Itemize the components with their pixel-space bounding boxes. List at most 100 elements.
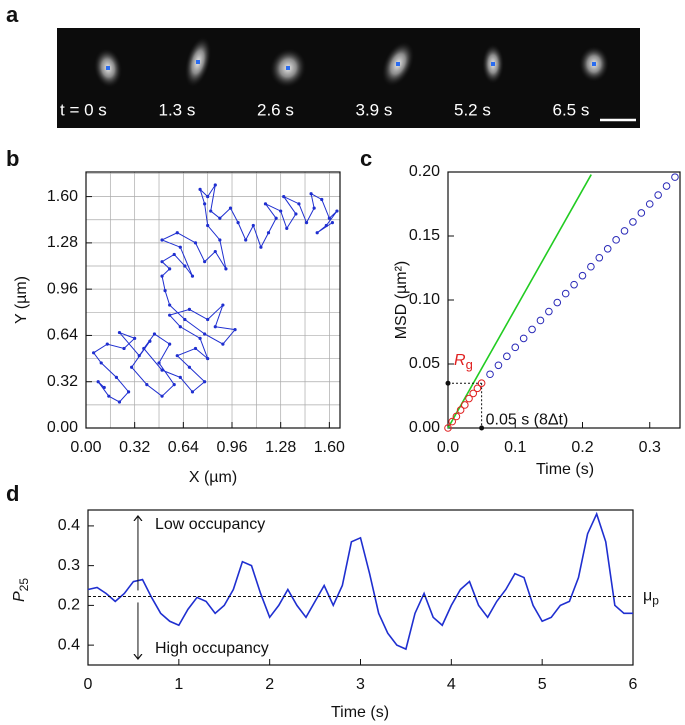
- data-point: [561, 289, 570, 298]
- x-tick-label: 4: [447, 676, 456, 693]
- data-point: [213, 183, 217, 187]
- x-tick-label: 0.00: [70, 439, 101, 456]
- data-point: [203, 202, 207, 206]
- data-point: [178, 325, 182, 329]
- data-point: [494, 361, 503, 370]
- data-point: [130, 365, 134, 369]
- y-tick-label: 0.00: [409, 419, 440, 436]
- lower-label: High occupancy: [155, 640, 269, 657]
- data-point: [152, 332, 157, 336]
- data-point: [324, 223, 328, 228]
- data-point: [221, 342, 225, 346]
- data-point: [304, 221, 309, 225]
- frame-label: 2.6 s: [257, 100, 294, 119]
- data-point: [193, 241, 198, 245]
- data-point: [327, 216, 331, 220]
- data-point: [187, 307, 192, 312]
- data-point: [444, 424, 452, 432]
- data-point: [320, 197, 324, 202]
- x-tick-label: 2: [265, 676, 274, 693]
- data-point: [168, 313, 172, 317]
- data-point: [218, 238, 222, 242]
- y-tick-label: 0.3: [58, 557, 80, 574]
- data-point: [587, 262, 595, 271]
- data-point: [448, 417, 457, 426]
- rg-sub: g: [466, 358, 473, 373]
- data-point: [178, 375, 182, 379]
- marker-label: 0.05 s (8Δt): [486, 411, 569, 428]
- data-point: [309, 192, 313, 196]
- frame-label: 3.9 s: [356, 100, 393, 119]
- y-tick-label: 0.2: [58, 597, 80, 614]
- image-strip: [57, 28, 640, 128]
- frame-label: 6.5 s: [553, 100, 590, 119]
- panel-label: c: [360, 146, 372, 171]
- data-point: [461, 401, 469, 409]
- data-point: [335, 209, 339, 213]
- panel-label: b: [6, 146, 19, 171]
- data-point: [99, 361, 103, 365]
- data-point: [282, 194, 286, 199]
- data-point: [315, 231, 319, 235]
- center-dot: [491, 62, 495, 66]
- data-point: [221, 303, 225, 307]
- frame-label: t = 0 s: [60, 100, 107, 119]
- data-point: [553, 298, 562, 307]
- data-point: [452, 412, 461, 421]
- data-point: [224, 267, 228, 271]
- x-tick-label: 0.0: [437, 439, 459, 456]
- data-point: [266, 231, 271, 235]
- y-axis-title-main: P: [11, 591, 28, 602]
- x-tick-label: 1: [174, 676, 183, 693]
- x-tick-label: 1.60: [314, 439, 345, 456]
- series-line: [92, 184, 338, 403]
- data-point: [236, 221, 240, 225]
- x-axis-title: Time (s): [536, 461, 594, 478]
- y-axis-title: MSD (µm²): [393, 261, 410, 340]
- data-point: [117, 400, 122, 404]
- y-axis-title: Y (µm): [13, 276, 30, 324]
- data-point: [279, 209, 283, 213]
- data-point: [263, 202, 268, 206]
- center-dot: [396, 62, 400, 66]
- x-tick-label: 1.28: [265, 439, 296, 456]
- data-point: [251, 223, 255, 228]
- data-point: [183, 264, 187, 268]
- data-point: [645, 200, 654, 208]
- data-point: [244, 238, 248, 242]
- mean-main: μ: [643, 588, 652, 605]
- data-point: [107, 394, 111, 398]
- y-tick-label: 0.05: [409, 355, 440, 372]
- data-point: [312, 206, 316, 210]
- data-point: [536, 316, 545, 325]
- guide-dot: [479, 425, 485, 431]
- data-point: [178, 245, 182, 249]
- data-point: [629, 218, 637, 226]
- data-point: [203, 380, 207, 384]
- x-tick-label: 0: [84, 676, 93, 693]
- y-tick-label: 0.00: [47, 419, 78, 436]
- data-point: [133, 336, 137, 340]
- data-point: [114, 375, 119, 379]
- data-point: [126, 390, 131, 394]
- data-point: [612, 236, 620, 244]
- y-tick-label: 1.60: [47, 188, 78, 205]
- data-point: [102, 385, 106, 390]
- data-point: [294, 212, 298, 216]
- y-tick-label: 1.28: [47, 234, 78, 251]
- y-tick-label: 0.96: [47, 280, 78, 297]
- data-point: [160, 368, 164, 372]
- panel-label: d: [6, 481, 19, 506]
- data-point: [163, 288, 167, 293]
- data-point: [519, 334, 528, 343]
- y-tick-label: 0.64: [47, 327, 78, 344]
- data-point: [503, 352, 511, 361]
- data-point: [465, 394, 473, 403]
- data-point: [172, 383, 176, 387]
- data-point: [122, 346, 126, 351]
- y-tick-label: 0.4: [58, 636, 80, 653]
- series-line: [87, 511, 633, 651]
- data-point: [213, 249, 217, 254]
- upper-label: Low occupancy: [155, 516, 265, 533]
